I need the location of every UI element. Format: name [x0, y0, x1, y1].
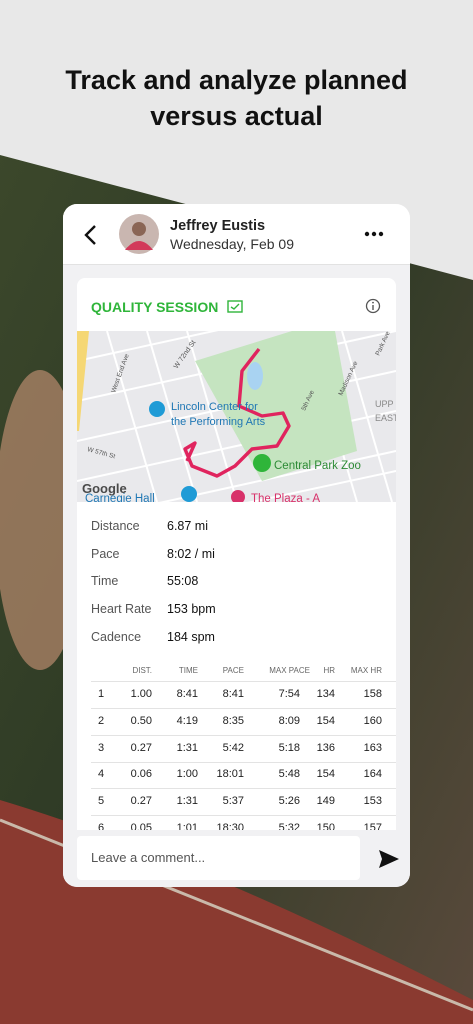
- map-label: Carnegie Hall: [85, 493, 155, 502]
- map-label: EAST: [375, 413, 396, 423]
- table-cell: 5:48: [278, 768, 300, 781]
- stat-value: 6.87 mi: [167, 519, 208, 533]
- table-separator: [91, 815, 396, 817]
- table-cell: 7:54: [278, 688, 300, 700]
- map-label: Lincoln Center for: [171, 401, 258, 413]
- stat-label: Cadence: [91, 629, 142, 644]
- table-cell: 0.27: [130, 795, 152, 808]
- table-cell: 163: [363, 741, 382, 754]
- send-button[interactable]: [378, 849, 400, 869]
- table-cell: 136: [316, 741, 335, 754]
- table-cell: 158: [363, 688, 382, 700]
- table-header: HR: [323, 666, 335, 675]
- table-cell: 149: [316, 795, 335, 808]
- map-label: Central Park Zoo: [274, 460, 361, 472]
- table-cell: 8:41: [222, 688, 244, 700]
- activity-date: Wednesday, Feb 09: [170, 236, 295, 252]
- split-number: 3: [97, 741, 105, 754]
- table-cell: 164: [363, 768, 382, 781]
- table-header: PACE: [222, 666, 244, 675]
- table-cell: 8:35: [222, 714, 244, 727]
- session-title: QUALITY SESSION: [91, 299, 219, 315]
- stat-label: Distance: [91, 519, 140, 533]
- table-cell: 18:01: [216, 768, 244, 781]
- table-cell: 8:09: [278, 714, 300, 727]
- table-header: MAX HR: [350, 666, 382, 675]
- table-separator: [91, 734, 396, 736]
- table-cell: 5:26: [278, 795, 300, 808]
- table-cell: 153: [363, 795, 382, 808]
- map-label: The Plaza - A: [251, 493, 320, 502]
- comment-placeholder: Leave a comment...: [91, 850, 206, 865]
- header-bar: Jeffrey Eustis Wednesday, Feb 09: [63, 204, 410, 265]
- table-separator: [91, 708, 396, 709]
- table-separator: [91, 788, 396, 790]
- stat-value: 184 spm: [167, 629, 215, 644]
- table-cell: 8:41: [176, 688, 198, 700]
- table-header: MAX PACE: [269, 666, 310, 675]
- split-number: 5: [97, 795, 105, 808]
- info-button[interactable]: [365, 298, 381, 314]
- stat-value: 153 bpm: [167, 602, 216, 617]
- table-cell: 1:00: [176, 768, 198, 781]
- stat-label: Time: [91, 574, 119, 589]
- split-number: 2: [97, 714, 105, 727]
- table-header: TIME: [178, 666, 198, 675]
- stat-value: 8:02 / mi: [167, 546, 215, 561]
- table-cell: 154: [316, 768, 335, 781]
- activity-card: Jeffrey Eustis Wednesday, Feb 09 QUALITY…: [63, 204, 410, 887]
- table-cell: 160: [363, 714, 382, 727]
- split-number: 1: [97, 688, 105, 700]
- table-cell: 154: [316, 714, 335, 727]
- table-cell: 0.27: [130, 741, 152, 754]
- table-cell: 5:18: [278, 741, 300, 754]
- table-cell: 1:31: [176, 741, 198, 754]
- map-label: Google: [82, 481, 127, 496]
- headline: Track and analyze planned versus actual: [65, 65, 408, 131]
- stat-value: 55:08: [167, 574, 199, 589]
- table-cell: 1.00: [130, 688, 152, 700]
- avatar[interactable]: [119, 214, 159, 254]
- table-cell: 4:19: [176, 714, 198, 727]
- check-icon: [227, 300, 243, 313]
- table-cell: 5:42: [222, 741, 244, 754]
- map-label: UPP: [375, 399, 394, 409]
- back-button[interactable]: [83, 224, 99, 246]
- table-header: DIST.: [132, 666, 152, 675]
- user-name: Jeffrey Eustis: [170, 218, 266, 234]
- table-cell: 1:31: [176, 795, 198, 808]
- split-number: 4: [97, 768, 105, 781]
- stat-label: Heart Rate: [91, 602, 152, 617]
- session-card: QUALITY SESSION W 72nd St West End Ave Lin…: [77, 278, 396, 838]
- table-cell: 0.06: [130, 768, 152, 781]
- table-cell: 0.50: [130, 714, 152, 727]
- table-cell: 5:37: [222, 795, 244, 808]
- stat-label: Pace: [91, 546, 120, 561]
- split-number: 6: [97, 822, 105, 834]
- comment-input[interactable]: Leave a comment...: [77, 836, 360, 880]
- more-button[interactable]: [363, 230, 387, 238]
- table-separator: [91, 761, 396, 763]
- comment-bar: Leave a comment...: [63, 830, 410, 887]
- table-separator: [91, 681, 396, 682]
- table-cell: 134: [316, 688, 335, 700]
- map-label: the Performing Arts: [171, 416, 266, 428]
